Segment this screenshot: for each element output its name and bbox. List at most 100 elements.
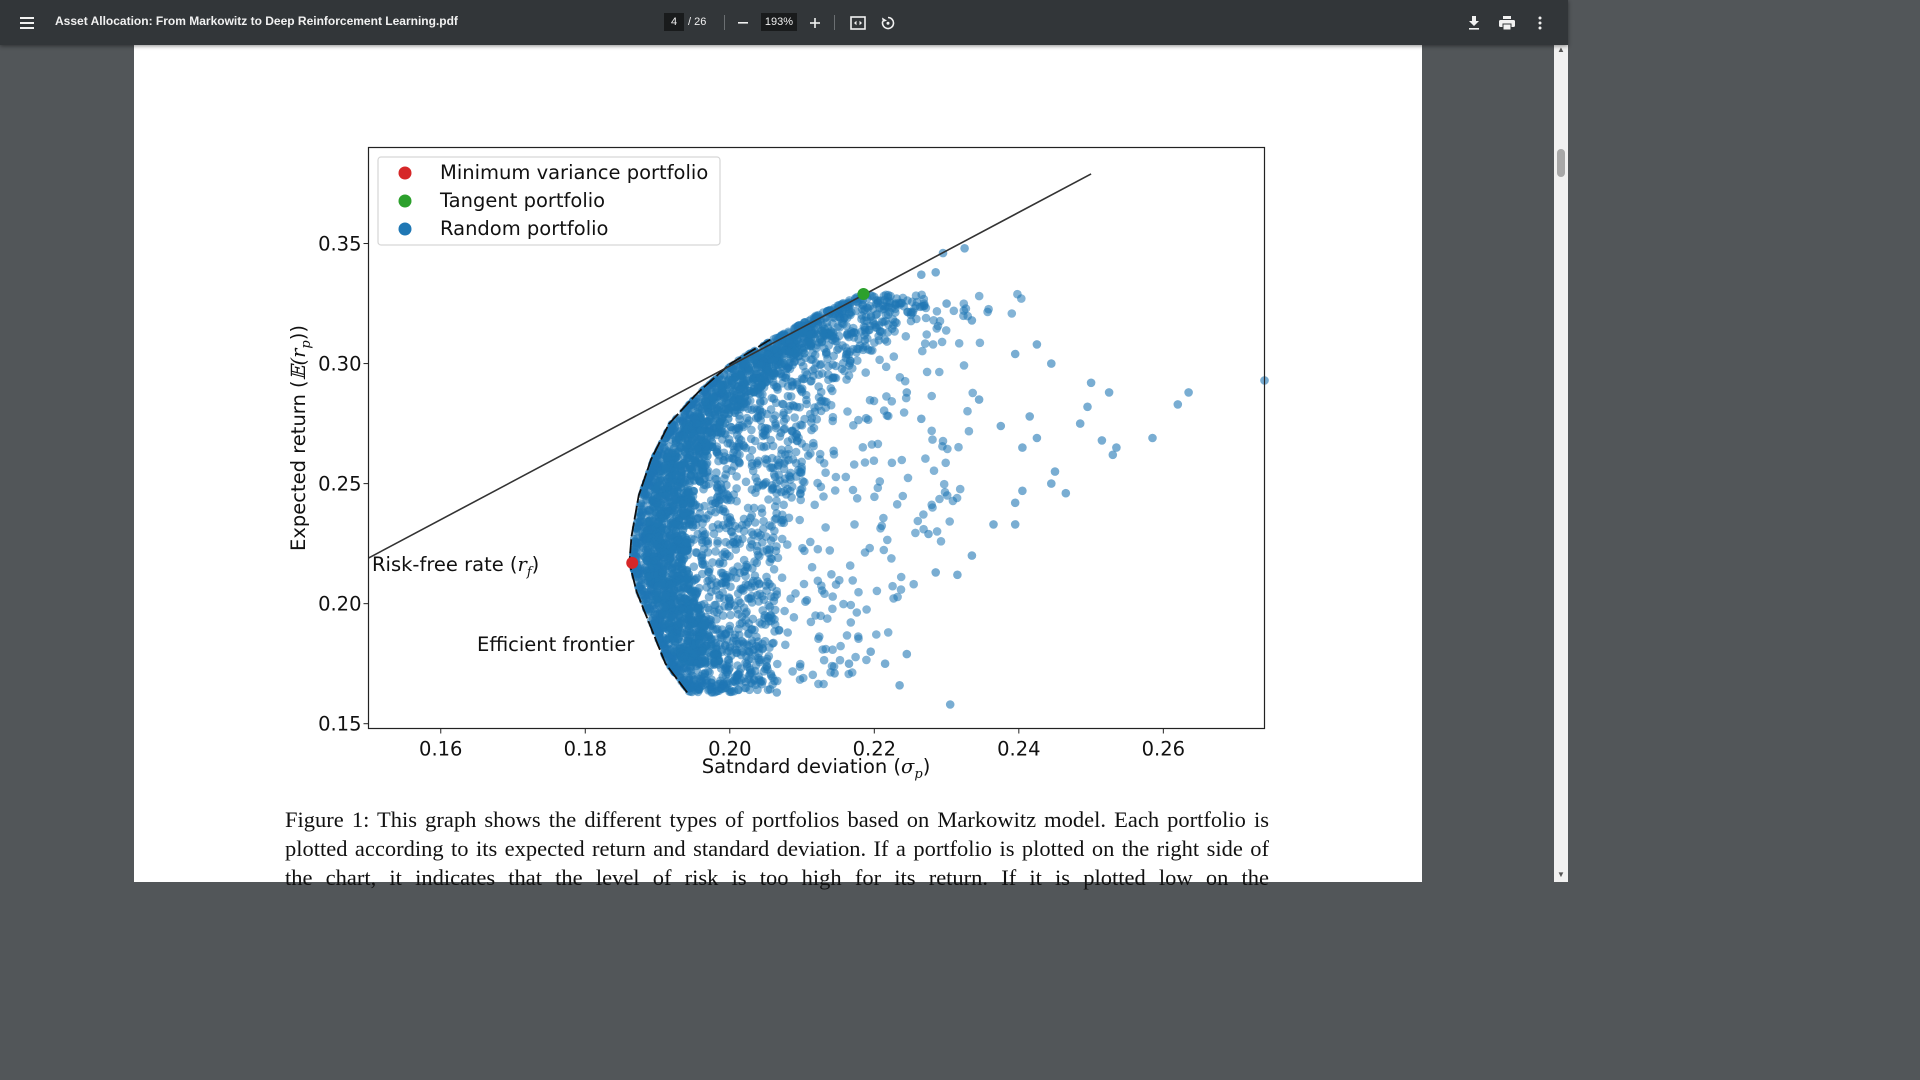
random-portfolio-point [735, 568, 745, 578]
more-options-button[interactable] [1528, 11, 1552, 35]
random-portfolio-point [707, 639, 716, 649]
page-number-input[interactable] [664, 13, 684, 31]
random-portfolio-point [810, 403, 819, 412]
zoom-in-button[interactable] [803, 11, 827, 35]
random-portfolio-point [667, 611, 677, 621]
random-portfolio-point [686, 614, 696, 623]
random-portfolio-point [700, 659, 710, 668]
random-portfolio-point [686, 471, 695, 480]
random-portfolio-point [1112, 443, 1121, 452]
random-portfolio-point [1018, 443, 1027, 452]
random-portfolio-point [769, 638, 778, 648]
random-portfolio-point [872, 630, 881, 639]
random-portfolio-point [747, 425, 756, 435]
random-portfolio-point [780, 424, 789, 434]
random-portfolio-point [802, 337, 812, 347]
zoom-in-icon [810, 18, 820, 28]
scroll-down-arrow-icon[interactable]: ▼ [1557, 870, 1565, 879]
random-portfolio-point [843, 407, 852, 416]
random-portfolio-point [645, 517, 655, 526]
random-portfolio-point [935, 367, 944, 377]
random-portfolio-point [937, 337, 947, 347]
random-portfolio-point [816, 611, 825, 621]
scroll-up-arrow-icon[interactable]: ▲ [1557, 45, 1565, 54]
scrollbar-thumb[interactable] [1557, 149, 1565, 177]
random-portfolio-point [829, 446, 838, 456]
random-portfolio-point [880, 659, 890, 668]
toolbar-divider [724, 15, 725, 30]
random-portfolio-point [876, 524, 885, 533]
random-portfolio-point [677, 530, 687, 539]
random-portfolio-point [1018, 486, 1027, 496]
zoom-input[interactable] [761, 13, 797, 31]
random-portfolio-point [755, 589, 765, 599]
random-portfolio-point [859, 306, 868, 316]
random-portfolio-point [711, 547, 720, 556]
random-portfolio-point [747, 485, 757, 494]
download-button[interactable] [1462, 11, 1486, 35]
zoom-out-icon [738, 22, 748, 24]
toolbar-divider [834, 15, 835, 30]
random-portfolio-point [892, 294, 901, 303]
random-portfolio-point [647, 525, 657, 534]
random-portfolio-point [900, 376, 910, 386]
random-portfolio-point [964, 426, 974, 436]
random-portfolio-point [771, 421, 780, 430]
random-portfolio-point [770, 605, 780, 615]
random-portfolio-point [799, 361, 808, 371]
fit-page-button[interactable] [846, 11, 870, 35]
random-portfolio-point [974, 291, 984, 301]
random-portfolio-point [744, 363, 753, 373]
rotate-button[interactable] [876, 11, 900, 35]
vertical-scrollbar[interactable]: ▲ ▼ [1554, 45, 1568, 882]
random-portfolio-point [636, 500, 646, 509]
random-portfolio-point [974, 395, 984, 404]
random-portfolio-point [879, 304, 889, 314]
random-portfolio-point [661, 591, 671, 600]
random-portfolio-point [720, 452, 730, 461]
random-portfolio-point [698, 620, 708, 630]
random-portfolio-point [772, 509, 781, 518]
random-portfolio-point [710, 658, 719, 667]
random-portfolio-point [830, 486, 840, 495]
random-portfolio-point [654, 532, 663, 542]
random-portfolio-point [887, 554, 896, 563]
random-portfolio-point [659, 547, 669, 557]
random-portfolio-point [777, 534, 787, 544]
random-portfolio-point [809, 438, 818, 448]
random-portfolio-point [635, 582, 645, 591]
random-portfolio-point [684, 666, 693, 675]
random-portfolio-point [770, 472, 780, 482]
random-portfolio-point [718, 571, 728, 581]
print-button[interactable] [1495, 11, 1519, 35]
random-portfolio-point [852, 494, 862, 503]
random-portfolio-point [733, 661, 742, 670]
random-portfolio-point [1086, 378, 1096, 388]
random-portfolio-point [663, 507, 673, 516]
random-portfolio-point [941, 326, 951, 335]
random-portfolio-point [736, 650, 746, 660]
random-portfolio-point [820, 397, 829, 406]
random-portfolio-point [694, 466, 703, 475]
random-portfolio-point [734, 609, 743, 619]
random-portfolio-point [653, 519, 662, 528]
random-portfolio-point [646, 616, 656, 625]
random-portfolio-point [825, 546, 835, 555]
random-portfolio-point [717, 684, 727, 694]
random-portfolio-point [763, 665, 772, 674]
random-portfolio-point [874, 331, 883, 341]
random-portfolio-point [717, 397, 727, 406]
random-portfolio-point [759, 442, 769, 452]
random-portfolio-point [1032, 433, 1042, 443]
random-portfolio-point [853, 356, 862, 365]
menu-button[interactable] [14, 11, 40, 35]
zoom-out-button[interactable] [731, 11, 755, 35]
random-portfolio-point [879, 317, 888, 327]
random-portfolio-point [778, 515, 788, 525]
pdf-toolbar: Asset Allocation: From Markowitz to Deep… [0, 0, 1568, 45]
random-portfolio-point [1075, 419, 1085, 428]
random-portfolio-point [695, 639, 704, 648]
random-portfolio-point [754, 653, 763, 663]
random-portfolio-point [1050, 467, 1060, 476]
random-portfolio-point [829, 662, 839, 671]
